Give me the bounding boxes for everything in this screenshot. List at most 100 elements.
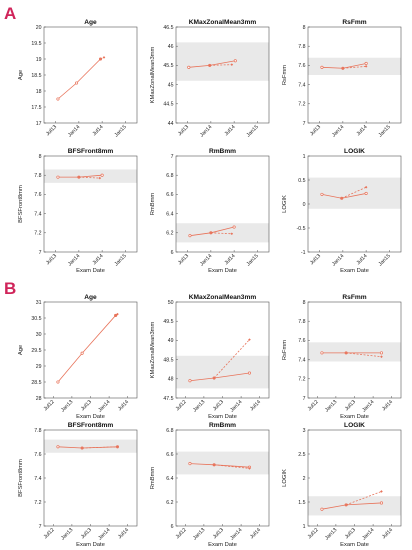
y-axis-label: KMaxZonalMean3mm: [150, 321, 156, 378]
x-tick-label: Jan14: [97, 399, 111, 413]
chart-title: RmBmm: [209, 148, 236, 155]
data-point: [320, 192, 324, 196]
x-tick-label: Jul13: [177, 124, 190, 137]
plot-frame: [43, 155, 138, 253]
data-point: [188, 234, 192, 238]
x-tick-label: Jul12: [307, 399, 320, 412]
x-tick-label: Jul14: [224, 124, 237, 137]
x-tick-label: Jan14: [67, 253, 81, 267]
x-tick-label: Jan15: [246, 253, 260, 267]
chart-b-rmbmm: 6 6.2 6.4 6.6 6.8 Jul12 Jan13 Jul13 Jan14 Jul14 Rm…: [150, 422, 270, 548]
y-tick-label: 50: [168, 300, 174, 306]
x-tick-label: Jan14: [67, 124, 81, 138]
data-point: [380, 355, 383, 359]
y-axis-label: RmBmm: [150, 467, 156, 490]
data-point: [56, 445, 60, 449]
x-tick-label: Jul13: [344, 527, 357, 540]
chart-title: BFSFront8mm: [68, 422, 114, 429]
x-tick-label: Jul13: [212, 527, 225, 540]
y-axis-label: KMaxZonalMean3mm: [150, 46, 156, 103]
y-tick-label: 19: [36, 57, 42, 63]
data-point: [344, 351, 348, 355]
data-point: [77, 175, 81, 179]
chart-b-kmaxzonalmean3mm: 47.5 48 48.5 49 49.5 50 Jul12 Jan13 Jul13 Jan14 Ju…: [150, 294, 270, 420]
data-point: [364, 61, 368, 66]
y-tick-label: 28.5: [31, 380, 41, 386]
data-point: [99, 57, 102, 61]
x-tick-label: Jul13: [309, 253, 322, 266]
x-tick-label: Jul13: [80, 527, 93, 540]
data-point: [187, 65, 191, 69]
y-tick-label: 7: [171, 154, 174, 160]
y-tick-label: 30.5: [31, 316, 41, 322]
y-tick-label: 7.4: [34, 211, 41, 217]
normal-range-band: [308, 342, 401, 362]
data-point: [56, 175, 60, 179]
data-point: [98, 176, 102, 180]
y-tick-label: 0.5: [298, 178, 305, 184]
chart-a-logik: -1 -0.5 0 0.5 1 Jul13 Jan14 Jul14 Jan15 LOGIK LOGI…: [282, 148, 402, 274]
x-tick-label: Jan14: [229, 399, 243, 413]
data-point: [380, 490, 383, 493]
data-point: [209, 231, 213, 235]
y-tick-label: 1: [303, 154, 306, 160]
series-line-dashed: [345, 491, 382, 506]
y-tick-label: 2: [303, 476, 306, 482]
series-line-dashed: [341, 186, 367, 199]
x-axis-label: Exam Date: [340, 268, 369, 274]
y-tick-label: 6.8: [166, 428, 173, 434]
x-tick-label: Jul12: [307, 527, 320, 540]
x-tick-label: Jan13: [60, 399, 74, 413]
y-tick-label: 46.5: [163, 25, 173, 31]
x-tick-label: Jul14: [356, 253, 369, 266]
normal-range-band: [176, 355, 269, 389]
y-tick-label: 7.8: [34, 428, 41, 434]
data-point: [364, 191, 368, 195]
y-tick-label: 46: [168, 44, 174, 50]
data-point: [340, 196, 344, 200]
y-tick-label: 1: [303, 524, 306, 530]
y-tick-label: 6.2: [166, 231, 173, 237]
x-tick-label: Jul14: [249, 527, 262, 540]
data-point: [56, 380, 60, 384]
y-tick-label: 6.8: [166, 173, 173, 179]
normal-range-band: [308, 57, 401, 75]
y-axis-label: RsFmm: [282, 340, 288, 360]
y-tick-label: 7: [303, 396, 306, 402]
chart-b-logik: 1 1.5 2 2.5 3 Jul12 Jan13 Jul13 Jan14 Jul14 LOGIK L…: [282, 422, 402, 548]
y-tick-label: 29.5: [31, 348, 41, 354]
chart-b-rsfmm: 7 7.2 7.4 7.6 7.8 8 Jul12 Jan13 Jul13 Jan14 Jul14 R…: [282, 294, 402, 420]
x-tick-label: Jan13: [324, 527, 338, 541]
y-tick-label: 7.4: [34, 476, 41, 482]
x-tick-label: Jan15: [378, 253, 392, 267]
y-tick-label: -0.5: [297, 226, 306, 232]
x-tick-label: Jan15: [114, 124, 128, 138]
x-tick-label: Jul14: [381, 527, 394, 540]
y-tick-label: 6: [171, 250, 174, 256]
y-tick-label: 31: [36, 300, 42, 306]
plot-frame: [175, 429, 270, 527]
plot-frame: [175, 155, 270, 253]
y-tick-label: 44: [168, 121, 174, 127]
y-axis-label: BFSFront8mm: [18, 185, 24, 223]
y-tick-label: 6.6: [166, 192, 173, 198]
data-point: [116, 312, 119, 316]
plot-frame: [43, 26, 138, 124]
data-point: [212, 463, 216, 467]
x-tick-label: Jul13: [309, 124, 322, 137]
data-point: [247, 371, 252, 375]
x-tick-label: Jul12: [43, 399, 56, 412]
x-tick-label: Jul12: [43, 527, 56, 540]
x-tick-label: Jul14: [381, 399, 394, 412]
y-tick-label: 7.6: [298, 63, 305, 69]
y-tick-label: 7: [39, 250, 42, 256]
x-tick-label: Jul14: [92, 253, 105, 266]
data-point: [230, 232, 234, 236]
y-tick-label: 19.5: [31, 41, 41, 47]
series-line-dashed: [214, 464, 250, 469]
plot-frame: [175, 26, 270, 124]
data-point: [379, 351, 384, 355]
y-tick-label: 45.5: [163, 63, 173, 69]
data-point: [100, 173, 104, 177]
